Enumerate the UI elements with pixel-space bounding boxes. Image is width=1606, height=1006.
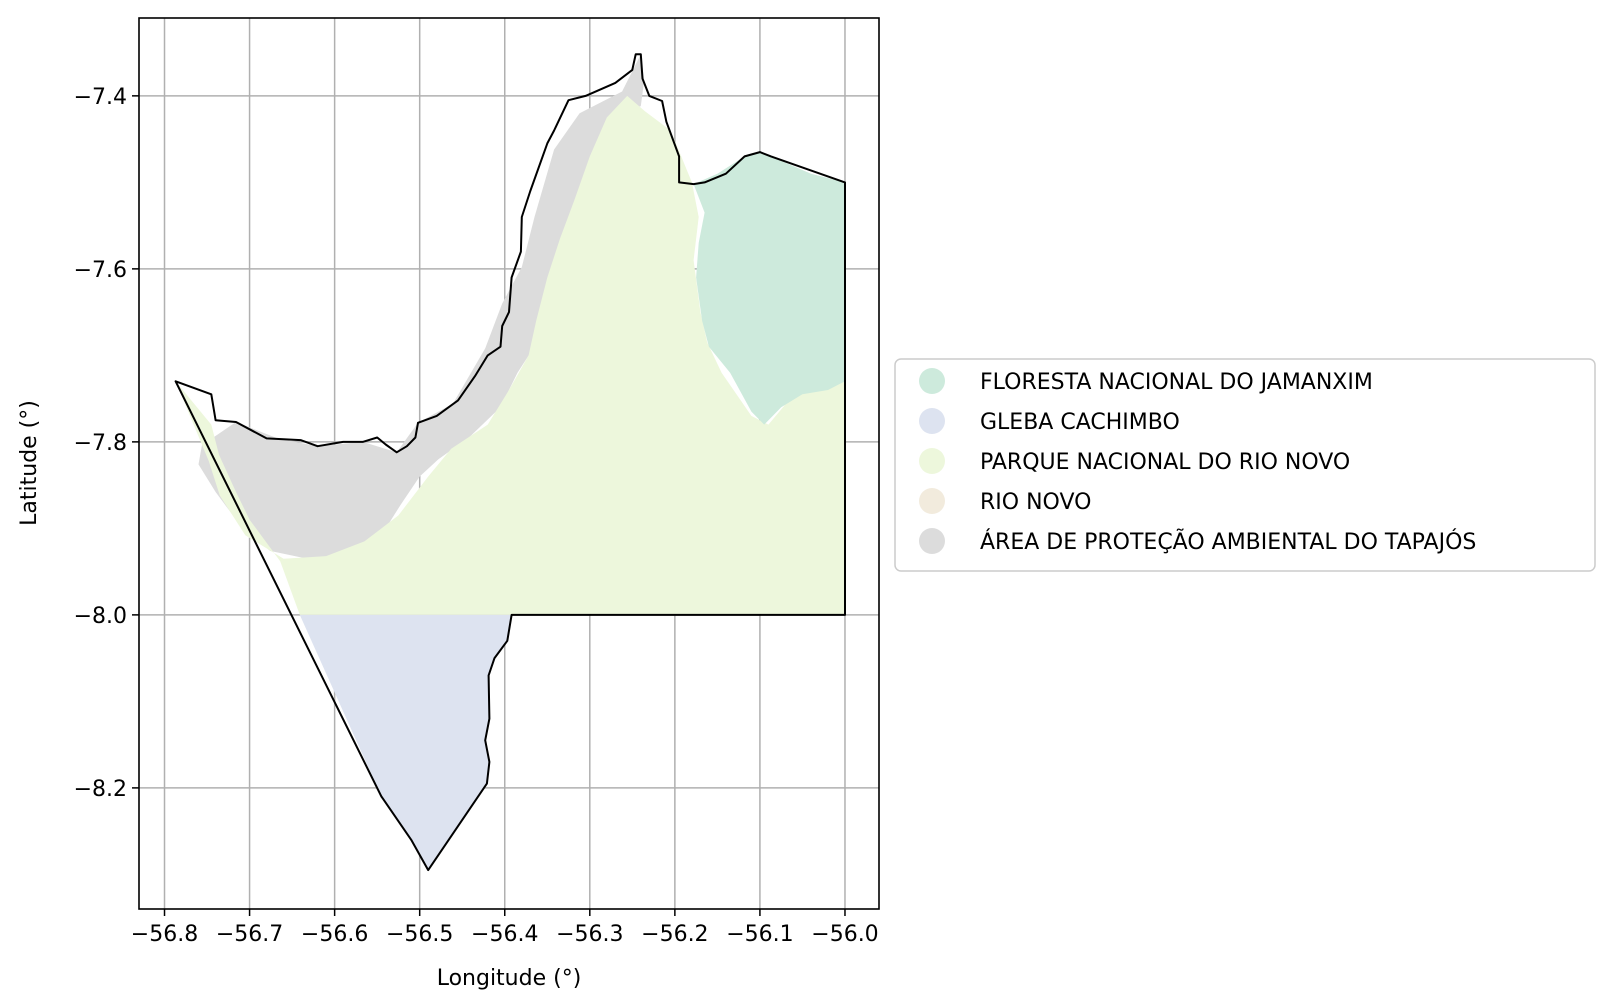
x-tick-label-3: −56.5 [386, 922, 453, 947]
region-gleba-cachimbo-0 [299, 614, 512, 871]
x-tick-label-2: −56.6 [301, 922, 368, 947]
x-ticks: −56.8 −56.7 −56.6 −56.5 −56.4 −56.3 −56.2 −56.1… [131, 909, 879, 947]
x-axis-label: Longitude (°) [437, 966, 582, 991]
legend-label-4: ÁREA DE PROTEÇÃO AMBIENTAL DO TAPAJÓS [980, 528, 1476, 555]
legend-marker-0 [919, 368, 945, 394]
y-tick-label-2: −7.8 [74, 431, 127, 456]
axes-frame [138, 17, 880, 910]
x-tick-label-6: −56.2 [641, 922, 708, 947]
legend-marker-1 [919, 408, 945, 434]
legend-marker-3 [919, 488, 945, 514]
municipality-boundary [174, 53, 846, 872]
y-ticks: −7.4 −7.6 −7.8 −8.0 −8.2 [74, 85, 139, 802]
x-tick-label-4: −56.4 [471, 922, 538, 947]
legend-label-2: PARQUE NACIONAL DO RIO NOVO [980, 450, 1350, 475]
legend: FLORESTA NACIONAL DO JAMANXIM GLEBA CACHI… [894, 358, 1596, 572]
y-tick-label-3: −8.0 [74, 604, 127, 629]
legend-marker-2 [919, 448, 945, 474]
y-tick-label-1: −7.6 [74, 258, 127, 283]
region-parque-nacional-do-rio-novo-0 [175, 95, 846, 615]
x-tick-label-5: −56.3 [556, 922, 623, 947]
legend-marker-4 [919, 528, 945, 554]
boundary-outline-layer [174, 53, 846, 872]
legend-label-3: RIO NOVO [980, 490, 1091, 515]
y-tick-label-4: −8.2 [74, 777, 127, 802]
legend-frame [894, 358, 1596, 572]
legend-label-1: GLEBA CACHIMBO [980, 410, 1180, 435]
y-tick-label-0: −7.4 [74, 85, 127, 110]
legend-label-0: FLORESTA NACIONAL DO JAMANXIM [980, 370, 1373, 395]
x-tick-label-1: −56.7 [216, 922, 283, 947]
regions-layer [175, 54, 846, 871]
x-tick-label-7: −56.1 [726, 922, 793, 947]
region-floresta-nacional-do-jamanxim-0 [693, 152, 845, 425]
x-tick-label-8: −56.0 [811, 922, 878, 947]
y-axis-label: Latitude (°) [17, 400, 42, 526]
x-tick-label-0: −56.8 [131, 922, 198, 947]
